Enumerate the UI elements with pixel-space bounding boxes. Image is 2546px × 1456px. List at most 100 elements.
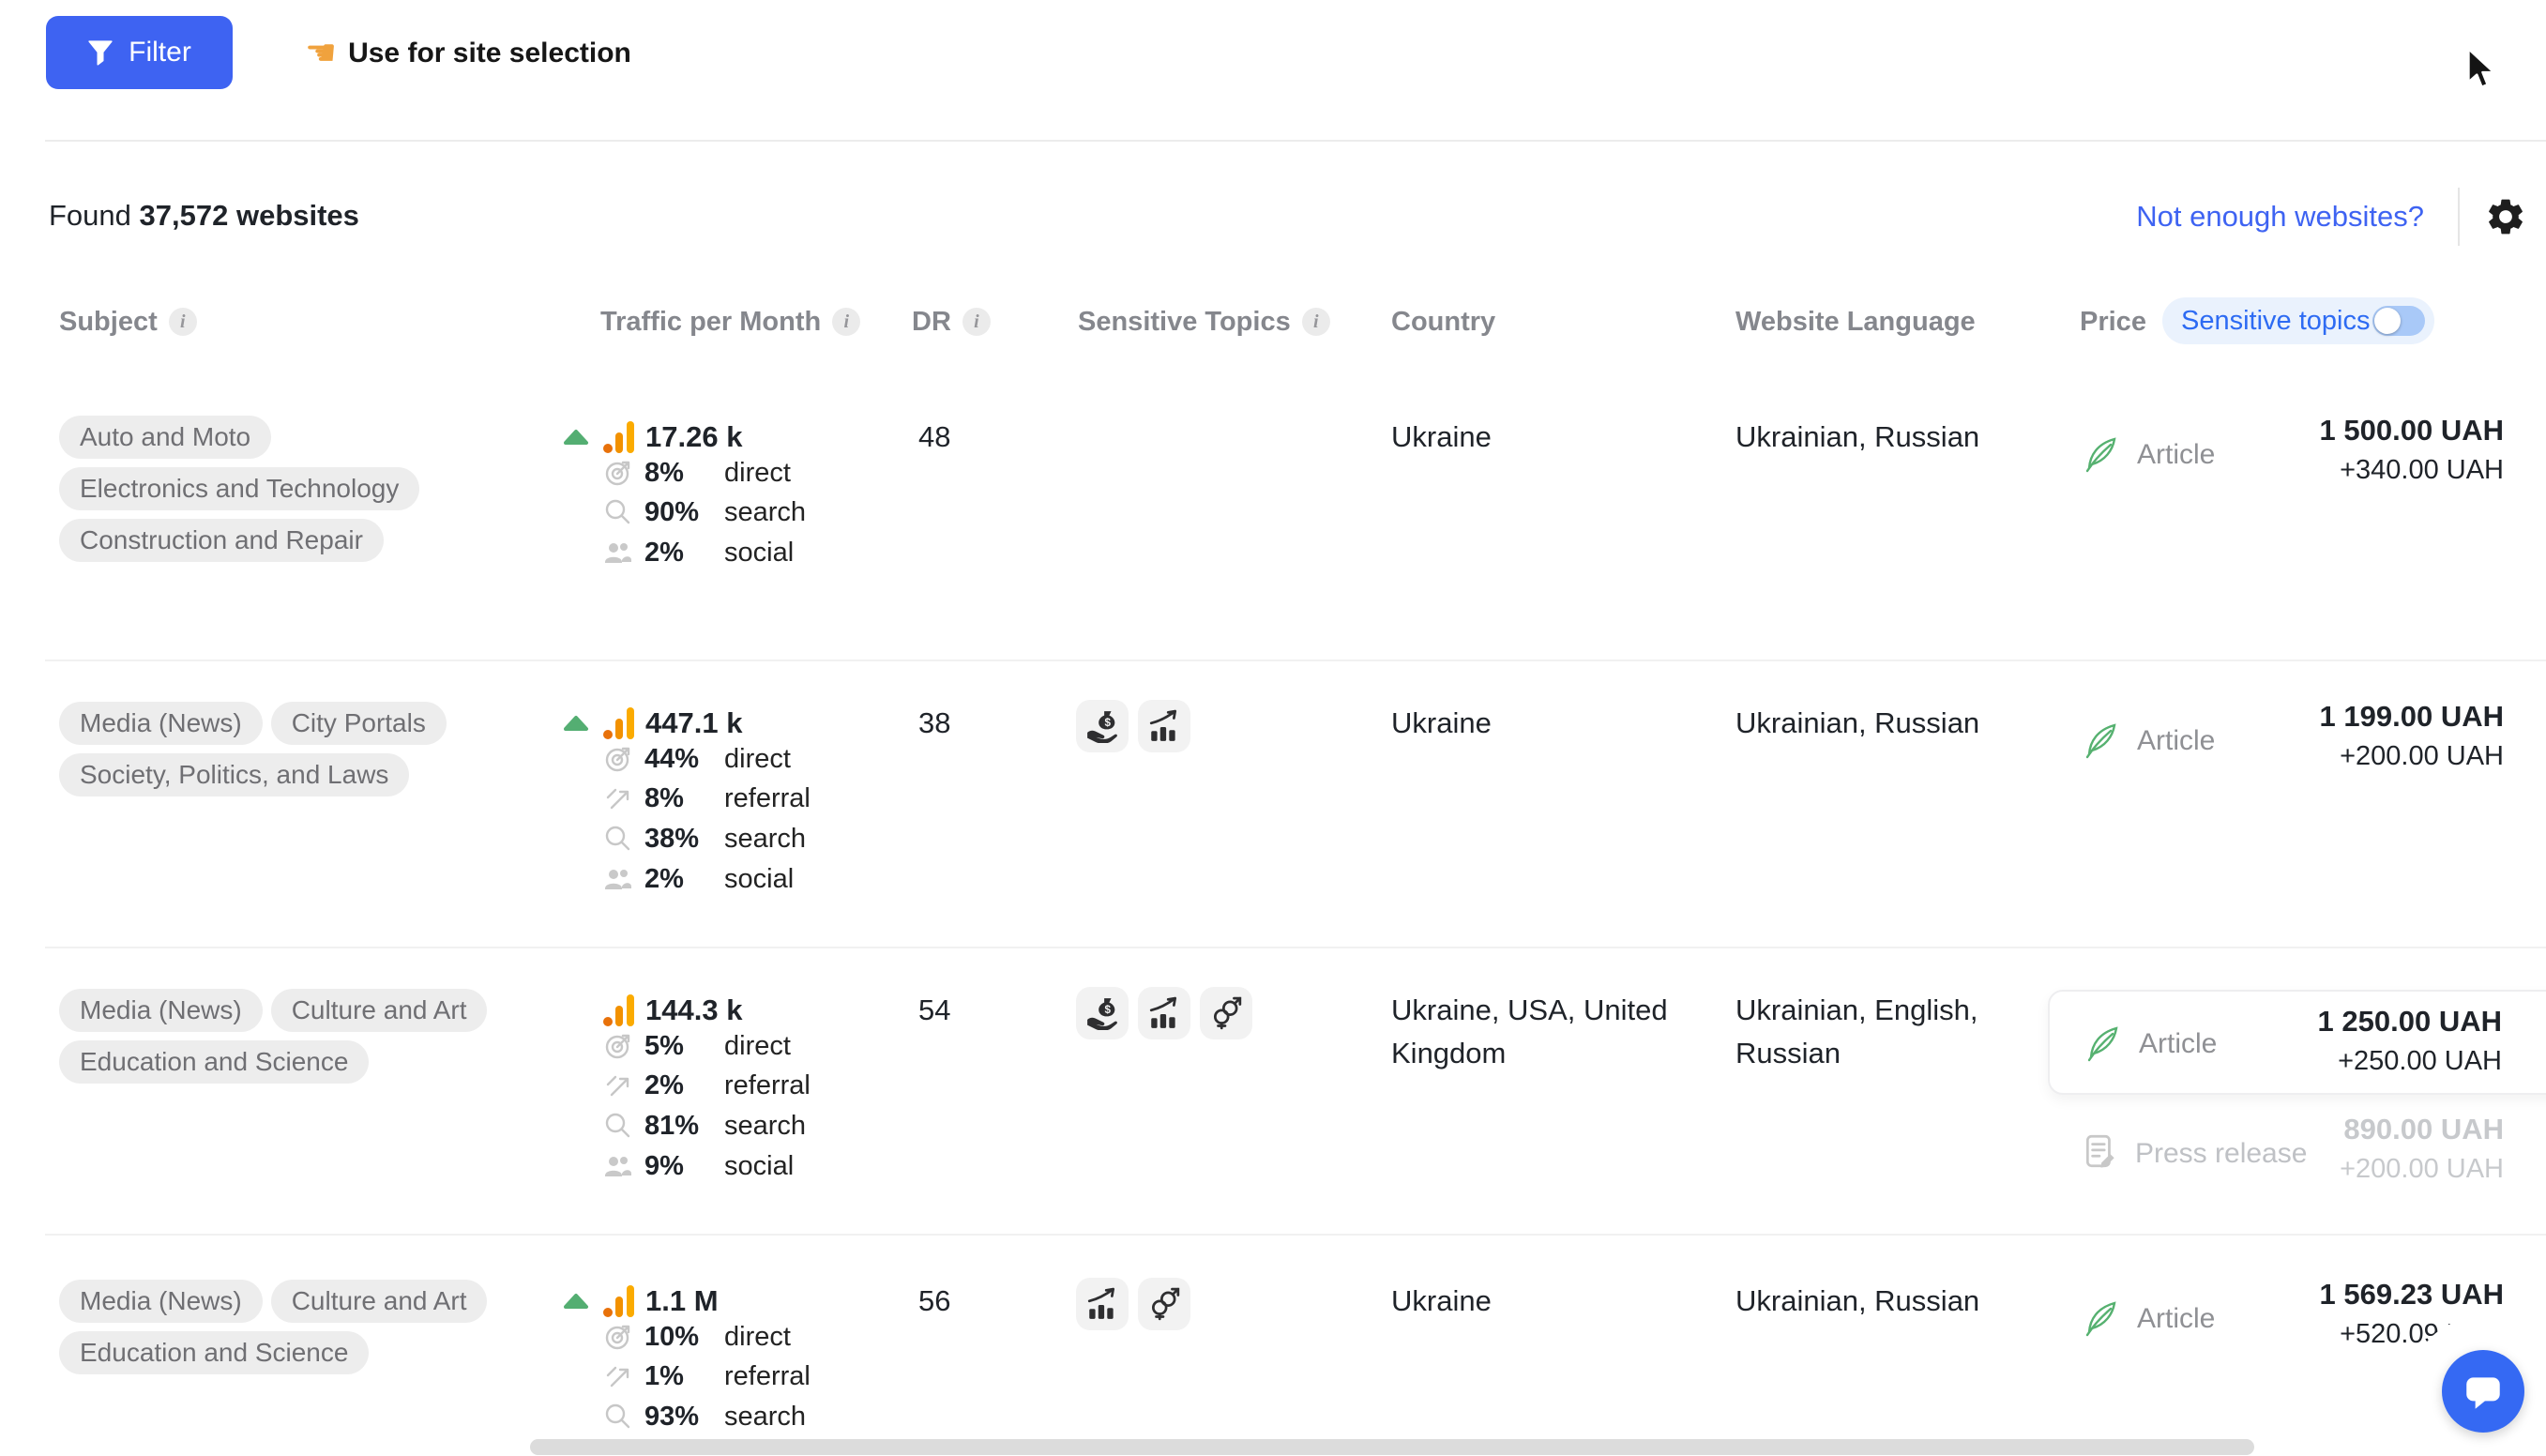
traffic-line: 9% social: [563, 1146, 794, 1186]
info-icon[interactable]: i: [832, 308, 861, 336]
trend-up-icon: [563, 429, 589, 446]
sensitive-topics-toggle-label: Sensitive topics: [2181, 305, 2371, 336]
donation-icon[interactable]: $: [1076, 987, 1129, 1039]
traffic-line: 81% search: [563, 1106, 806, 1145]
column-header-dr-label: DR: [912, 306, 951, 337]
chat-launcher-button[interactable]: [2442, 1350, 2524, 1433]
offer-article[interactable]: Article: [2081, 434, 2215, 476]
row-divider: [45, 947, 2546, 948]
mouse-cursor: [2465, 47, 2499, 97]
table-row: Media (News) Culture and Art Education a…: [0, 979, 2546, 1234]
gear-icon[interactable]: [2484, 195, 2527, 238]
subject-tag: Culture and Art: [270, 989, 488, 1032]
subject-tag: Education and Science: [59, 1040, 370, 1084]
donation-icon[interactable]: $: [1076, 700, 1129, 752]
traffic-label: social: [724, 1150, 795, 1181]
traffic-total: 447.1 k: [563, 702, 742, 745]
traffic-pct: 2%: [644, 537, 684, 568]
traffic-pct: 2%: [644, 863, 684, 894]
traffic-total-value: 17.26 k: [645, 420, 743, 453]
country-value: Ukraine, USA, United Kingdom: [1391, 993, 1668, 1069]
traffic-total-value: 144.3 k: [645, 993, 743, 1026]
row-divider: [45, 660, 2546, 661]
subject-tag: Electronics and Technology: [59, 467, 420, 510]
traffic-label: referral: [724, 782, 811, 813]
results-count-value: 37,572 websites: [139, 199, 359, 232]
search-icon: [602, 1401, 641, 1433]
sensitive-topic-badges: $: [1076, 700, 1190, 752]
column-header-language-label: Website Language: [1735, 306, 1976, 337]
analytics-icon: [602, 1284, 636, 1318]
offer-type-label: Press release: [2135, 1138, 2308, 1169]
target-icon: [602, 743, 641, 775]
column-header-country-label: Country: [1391, 306, 1496, 337]
traffic-line: 5% direct: [563, 1026, 791, 1066]
offer-price-extra: +200.00 UAH: [2340, 741, 2504, 771]
traffic-pct: 5%: [644, 1030, 684, 1061]
trading-icon[interactable]: [1138, 700, 1190, 752]
offer-type-label: Article: [2137, 1303, 2216, 1334]
info-icon[interactable]: i: [962, 308, 991, 336]
sensitive-topics-toggle[interactable]: Sensitive topics: [2162, 297, 2434, 344]
traffic-pct: 1%: [644, 1360, 684, 1391]
subject-tags: Auto and Moto Electronics and Technology…: [59, 416, 570, 562]
traffic-label: search: [724, 1110, 807, 1141]
social-icon: [602, 1150, 641, 1182]
offer-article[interactable]: Article: [2081, 720, 2215, 762]
traffic-label: search: [724, 1401, 807, 1432]
offer-article[interactable]: Article: [2081, 1298, 2215, 1340]
traffic-line: 2% referral: [563, 1066, 811, 1105]
horizontal-scrollbar[interactable]: [530, 1439, 2254, 1455]
traffic-label: social: [724, 537, 795, 568]
header-vertical-divider: [2458, 188, 2460, 246]
feather-icon: [2083, 1022, 2124, 1068]
subject-tags: Media (News) Culture and Art Education a…: [59, 1280, 570, 1374]
trading-icon[interactable]: [1076, 1278, 1129, 1330]
traffic-line: 38% search: [563, 819, 806, 858]
traffic-line: 1% referral: [563, 1357, 811, 1396]
traffic-line: 2% social: [563, 533, 794, 572]
toggle-switch[interactable]: [2372, 306, 2425, 336]
trading-icon[interactable]: [1138, 987, 1190, 1039]
adult-icon[interactable]: [1138, 1278, 1190, 1330]
offer-price: 1 500.00 UAH: [2319, 414, 2504, 447]
offer-type-label: Article: [2137, 725, 2216, 756]
country-value: Ukraine: [1391, 706, 1492, 739]
filter-button[interactable]: Filter: [46, 16, 233, 89]
offer-price: 1 199.00 UAH: [2319, 700, 2504, 733]
traffic-total-value: 447.1 k: [645, 706, 743, 739]
offer-article-card[interactable]: Article 1 250.00 UAH +250.00 UAH: [2048, 990, 2546, 1095]
dr-value: 54: [918, 993, 951, 1026]
subject-tag: Construction and Repair: [59, 519, 384, 562]
country-value: Ukraine: [1391, 1284, 1492, 1317]
offer-type-label: Article: [2139, 1028, 2218, 1059]
traffic-label: search: [724, 496, 807, 527]
not-enough-websites-link[interactable]: Not enough websites?: [2136, 200, 2424, 233]
pointing-hand-icon: ☚: [305, 34, 338, 73]
sensitive-topic-badges: [1076, 1278, 1190, 1330]
referral-icon: [602, 1069, 641, 1101]
table-row: Auto and Moto Electronics and Technology…: [0, 406, 2546, 660]
subject-tag: Culture and Art: [270, 1280, 488, 1323]
traffic-line: 90% search: [563, 493, 806, 532]
dr-value: 38: [918, 706, 951, 739]
feather-icon: [2081, 719, 2122, 765]
info-icon[interactable]: i: [1301, 308, 1330, 336]
traffic-pct: 38%: [644, 823, 700, 854]
toggle-knob: [2374, 308, 2401, 334]
subject-tag: Society, Politics, and Laws: [59, 753, 410, 796]
adult-icon[interactable]: [1200, 987, 1252, 1039]
traffic-pct: 8%: [644, 782, 684, 813]
column-header-language: Website Language: [1735, 305, 1976, 339]
column-header-country: Country: [1391, 305, 1495, 339]
search-icon: [602, 1110, 641, 1142]
subject-tags: Media (News) Culture and Art Education a…: [59, 989, 570, 1084]
offer-article: Article: [2083, 992, 2217, 1097]
subject-tag: City Portals: [270, 702, 447, 745]
offer-price: 890.00 UAH: [2343, 1113, 2504, 1145]
traffic-label: direct: [724, 1321, 791, 1352]
row-divider: [45, 1234, 2546, 1236]
traffic-line: 44% direct: [563, 739, 791, 779]
offer-type-label: Article: [2137, 439, 2216, 470]
info-icon[interactable]: i: [168, 308, 197, 336]
